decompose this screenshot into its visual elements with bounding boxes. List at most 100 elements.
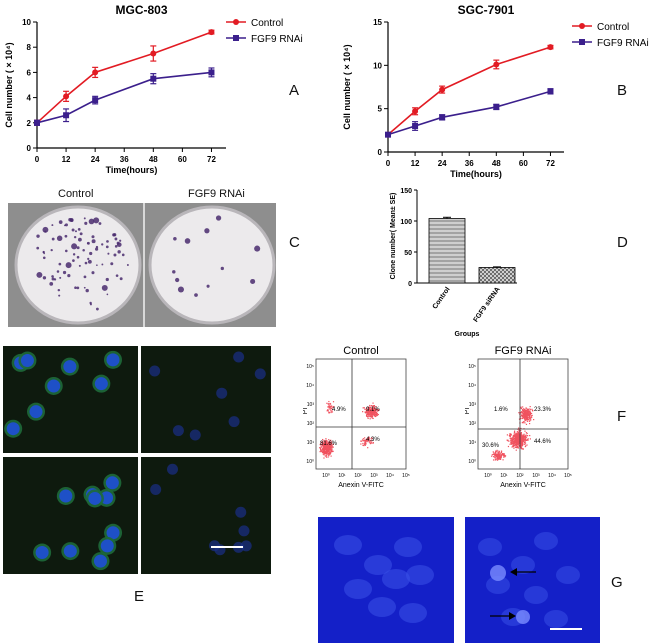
event-dot <box>374 413 376 415</box>
event-dot <box>329 446 331 448</box>
event-dot <box>500 456 502 458</box>
dapi-nucleus <box>382 569 410 589</box>
event-dot <box>494 450 497 452</box>
event-dot <box>331 411 334 413</box>
cell-nucleus <box>93 554 107 568</box>
event-dot <box>331 445 333 447</box>
event-dot <box>521 434 523 436</box>
cell-nucleus <box>35 546 49 560</box>
event-dot <box>517 438 519 440</box>
event-dot <box>323 441 325 443</box>
event-dot <box>368 411 370 413</box>
x-axis-label: Anexin V-FITC <box>500 482 546 489</box>
event-dot <box>332 446 334 448</box>
event-dot <box>327 442 330 444</box>
event-dot <box>513 446 515 448</box>
event-dot <box>522 409 524 411</box>
event-dot <box>372 412 374 414</box>
event-dot <box>331 445 333 448</box>
event-dot <box>367 412 369 414</box>
event-dot <box>366 439 368 442</box>
x-tick-label: 10³ <box>370 473 378 479</box>
event-dot <box>529 417 531 420</box>
y-axis-label: Cell number ( × 10⁴) <box>4 42 14 127</box>
event-dot <box>366 412 368 414</box>
event-dot <box>495 454 498 457</box>
event-dot <box>526 418 528 420</box>
event-dot <box>514 433 517 435</box>
event-dot <box>374 413 376 416</box>
event-dot <box>320 441 322 443</box>
apoptotic-nucleus <box>516 610 530 624</box>
cell-nucleus <box>63 360 77 374</box>
x-axis-label: Time(hours) <box>450 169 502 179</box>
event-dot <box>527 408 529 410</box>
event-dot <box>516 444 518 446</box>
event-dot <box>526 418 529 420</box>
event-dot <box>524 445 527 448</box>
event-dot <box>328 400 330 403</box>
colony <box>51 277 55 281</box>
event-dot <box>324 444 326 446</box>
colony <box>105 245 109 249</box>
event-dot <box>369 413 371 415</box>
y-tick-label: 100 <box>400 219 412 226</box>
event-dot <box>524 416 526 418</box>
event-dot <box>524 413 527 415</box>
event-dot <box>524 414 526 416</box>
event-dot <box>367 414 369 416</box>
event-dot <box>529 413 531 415</box>
event-dot <box>327 446 329 448</box>
x-tick-label: 10¹ <box>338 473 346 479</box>
event-dot <box>517 434 519 437</box>
event-dot <box>366 414 368 416</box>
event-dot <box>514 430 516 432</box>
event-dot <box>322 449 324 451</box>
event-dot <box>371 417 373 419</box>
event-dot <box>522 438 524 441</box>
event-dot <box>526 413 528 415</box>
event-dot <box>526 435 529 437</box>
colony <box>184 238 191 244</box>
event-dot <box>523 437 525 439</box>
event-dot <box>376 413 378 416</box>
colony <box>126 264 129 267</box>
event-dot <box>502 453 504 456</box>
event-dot <box>371 412 373 414</box>
x-tick-label: 24 <box>91 155 100 164</box>
event-dot <box>363 407 365 409</box>
colony <box>204 228 210 234</box>
data-point <box>439 114 446 121</box>
event-dot <box>515 444 518 446</box>
event-dot <box>513 437 516 440</box>
event-dot <box>514 440 516 443</box>
event-dot <box>370 411 372 413</box>
colony <box>175 277 180 283</box>
event-dot <box>323 452 325 454</box>
event-dot <box>523 408 526 411</box>
colony <box>51 224 54 227</box>
event-dot <box>499 452 501 455</box>
event-dot <box>497 452 499 454</box>
dapi-nucleus <box>486 576 510 594</box>
event-dot <box>321 451 324 454</box>
colony <box>71 228 75 232</box>
event-dot <box>322 447 324 450</box>
event-dot <box>368 407 371 410</box>
event-dot <box>496 453 498 456</box>
event-dot <box>319 443 321 446</box>
event-dot <box>521 437 523 439</box>
event-dot <box>370 414 372 416</box>
event-dot <box>503 454 505 457</box>
event-dot <box>323 457 325 459</box>
x-tick-label: 24 <box>438 159 447 168</box>
event-dot <box>527 420 529 422</box>
colony <box>50 248 53 252</box>
event-dot <box>330 446 332 448</box>
event-dot <box>322 448 324 451</box>
colony <box>105 277 109 282</box>
event-dot <box>368 436 370 438</box>
event-dot <box>516 434 518 437</box>
event-dot <box>528 414 530 416</box>
event-dot <box>328 443 331 445</box>
